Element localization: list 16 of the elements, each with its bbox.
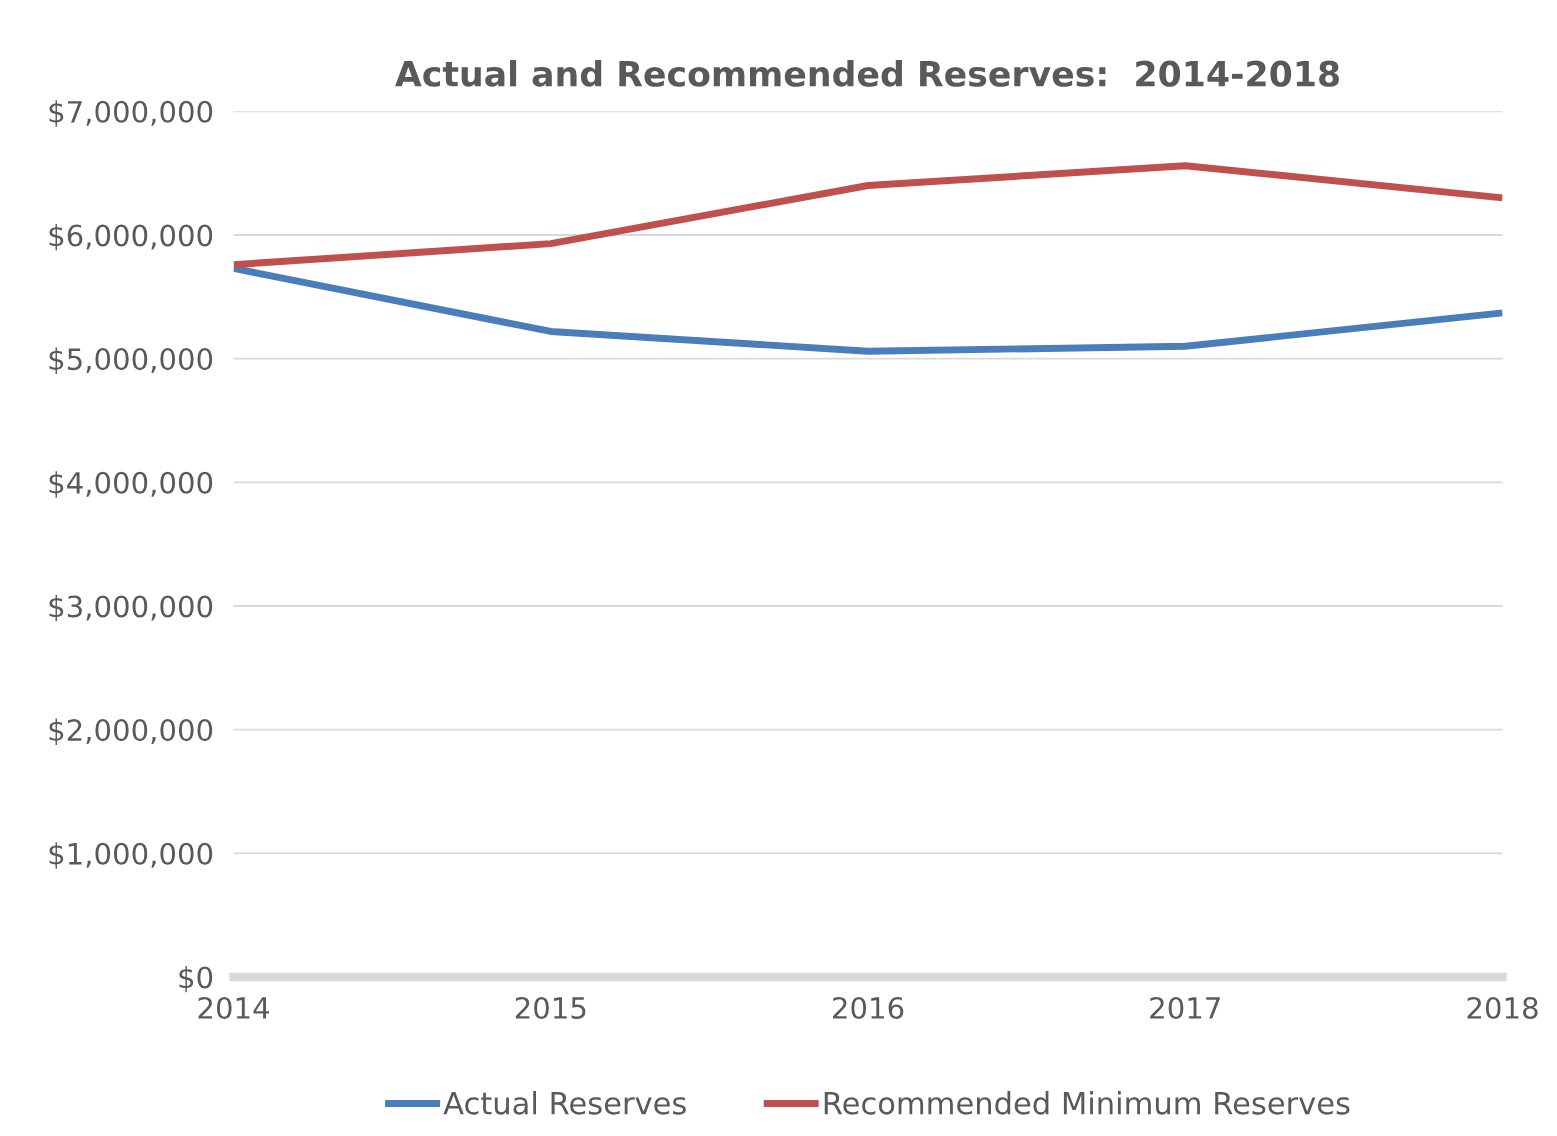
x-tick-label: 2017 [1150, 996, 1220, 1019]
y-tick-label: $6,000,000 [49, 223, 213, 251]
y-tick-label: $7,000,000 [49, 100, 213, 127]
y-tick-label: $5,000,000 [49, 347, 213, 375]
x-tick-label: 2014 [198, 996, 270, 1019]
y-tick-label: $2,000,000 [49, 718, 213, 746]
x-tick-label: 2016 [833, 996, 904, 1019]
y-tick-label: $1,000,000 [49, 842, 213, 869]
legend-label: Actual Reserves [443, 1091, 686, 1115]
legend-label: Recommended Minimum Reserves [824, 1091, 1350, 1115]
y-tick-label: $0 [179, 965, 213, 993]
x-tick-label: 2018 [1467, 996, 1538, 1019]
y-tick-label: $3,000,000 [49, 594, 213, 622]
y-tick-label: $4,000,000 [49, 471, 213, 498]
chart-title: Actual and Recommended Reserves: 2014-2018 [395, 59, 1339, 87]
x-tick-label: 2015 [515, 996, 586, 1019]
